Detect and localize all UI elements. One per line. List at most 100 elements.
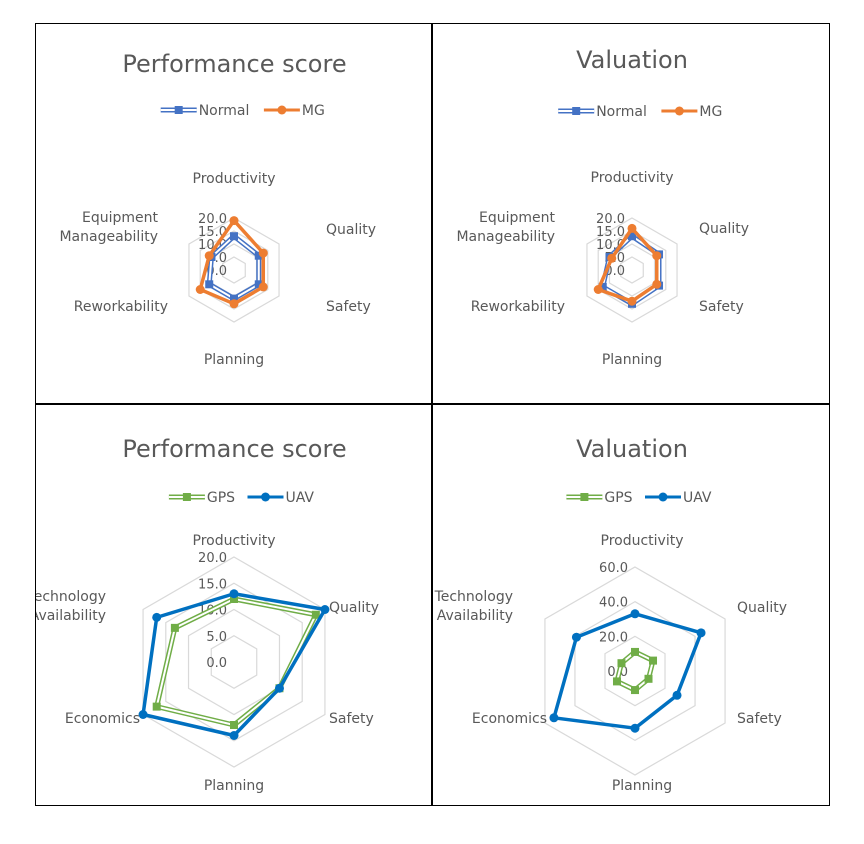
- category-label-line: Productivity: [193, 171, 276, 187]
- tick-label: 5.0: [206, 630, 227, 645]
- grid-ring: [574, 600, 696, 742]
- data-point: [593, 285, 603, 294]
- category-label-productivity: Productivity: [193, 171, 276, 187]
- data-point: [230, 232, 238, 241]
- category-label-line: Quality: [326, 222, 376, 238]
- data-point: [672, 690, 682, 700]
- legend-marker: [674, 106, 684, 116]
- category-label-quality: Quality: [737, 600, 787, 616]
- data-point: [254, 251, 263, 260]
- data-point: [170, 623, 179, 632]
- tick-label: 40.0: [599, 596, 628, 611]
- category-label-safety: Safety: [737, 711, 782, 727]
- category-label-line: Technology: [434, 589, 513, 605]
- data-point: [571, 632, 581, 642]
- data-point: [630, 723, 640, 733]
- data-point: [652, 251, 662, 261]
- data-point: [630, 609, 640, 619]
- series-gps: [612, 647, 658, 695]
- category-label-line: Quality: [737, 600, 787, 616]
- data-point: [195, 285, 205, 294]
- category-label-line: Safety: [737, 711, 782, 727]
- category-label-safety: Safety: [326, 299, 371, 315]
- tick-label: 20.0: [198, 212, 227, 227]
- grid-ring: [187, 608, 281, 716]
- category-label-line: Availability: [36, 608, 106, 624]
- chart-title: Performance score: [122, 435, 346, 463]
- legend-item-uav: UAV: [645, 490, 712, 506]
- category-label-productivity: Productivity: [193, 533, 276, 549]
- data-point: [617, 659, 626, 668]
- data-point: [628, 232, 636, 241]
- category-label-quality: Quality: [329, 600, 379, 616]
- grid-ring: [597, 230, 667, 310]
- chart-title: Performance score: [122, 50, 346, 78]
- legend-label: GPS: [207, 490, 235, 506]
- category-label-line: Productivity: [193, 533, 276, 549]
- data-point: [631, 686, 639, 695]
- tick-label: 20.0: [198, 551, 227, 566]
- category-label-productivity: Productivity: [591, 170, 674, 186]
- tick-label: 60.0: [599, 561, 628, 576]
- legend-label: Normal: [199, 103, 250, 119]
- data-point: [258, 282, 268, 292]
- data-point: [204, 251, 214, 261]
- category-label-line: Quality: [329, 600, 379, 616]
- legend-marker: [174, 106, 183, 114]
- legend-marker: [580, 493, 589, 501]
- category-label-equipment-manageability: Equipment Manageability: [456, 210, 555, 245]
- tick-label: 20.0: [596, 212, 625, 227]
- category-label-line: Planning: [612, 778, 672, 794]
- data-point: [311, 610, 320, 619]
- category-label-productivity: Productivity: [601, 533, 684, 549]
- series-mg: [593, 223, 662, 306]
- category-label-line: Quality: [699, 221, 749, 237]
- category-label-line: Safety: [329, 711, 374, 727]
- data-point: [229, 589, 239, 599]
- category-label-quality: Quality: [326, 222, 376, 238]
- category-label-safety: Safety: [699, 299, 744, 315]
- category-label-line: Reworkability: [74, 299, 168, 315]
- series-line-inner: [155, 598, 317, 726]
- category-label-safety: Safety: [329, 711, 374, 727]
- category-label-planning: Planning: [602, 352, 662, 368]
- grid-ring: [188, 217, 280, 323]
- grid-ring: [165, 582, 303, 742]
- category-label-planning: Planning: [204, 352, 264, 368]
- category-label-line: Reworkability: [471, 299, 565, 315]
- series-mg: [195, 216, 268, 309]
- data-point: [696, 628, 706, 638]
- data-point: [230, 721, 238, 729]
- legend-item-gps: GPS: [566, 490, 633, 506]
- category-label-line: Technology: [36, 589, 106, 605]
- category-label-planning: Planning: [204, 778, 264, 794]
- legend-label: MG: [699, 104, 722, 120]
- category-label-technology-availability: Technology Availability: [36, 589, 106, 624]
- data-point: [627, 296, 637, 306]
- category-label-line: Safety: [326, 299, 371, 315]
- tick-label: 0.0: [206, 656, 227, 671]
- legend-label: UAV: [683, 490, 712, 506]
- data-point: [152, 612, 162, 622]
- category-label-equipment-manageability: Equipment Manageability: [59, 210, 158, 245]
- data-point: [631, 647, 639, 656]
- grid-ring: [210, 635, 258, 689]
- grid-ring: [544, 566, 726, 776]
- data-point: [205, 280, 214, 289]
- radar-chart: ValuationNormalMG0.05.010.015.020.0Produ…: [456, 46, 749, 368]
- data-point: [230, 595, 238, 603]
- legend-item-mg: MG: [661, 104, 722, 120]
- chart-title: Valuation: [576, 435, 688, 463]
- grid-ring: [604, 635, 666, 707]
- legend-marker: [277, 105, 287, 115]
- category-label-economics: Economics: [65, 711, 140, 727]
- tick-label: 15.0: [198, 225, 227, 240]
- chart-title: Valuation: [576, 46, 688, 74]
- data-point: [627, 223, 637, 233]
- category-label-line: Availability: [437, 608, 513, 624]
- radar-panel-performance-normal-mg: Performance score Normal MG 0.0 5.0 10.0 15.0 2…: [35, 23, 432, 404]
- data-point: [598, 282, 607, 291]
- category-label-technology-availability: Technology Availability: [434, 589, 513, 624]
